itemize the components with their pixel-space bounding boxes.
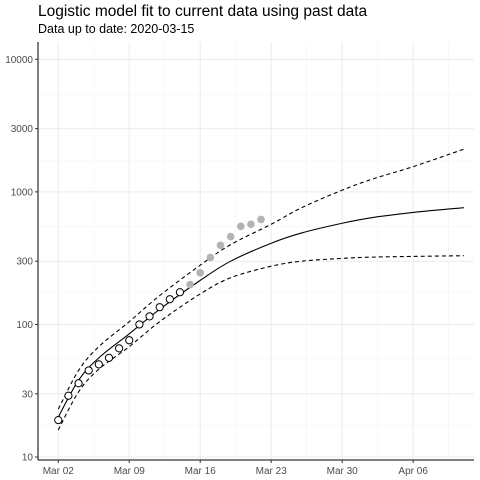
future-point [206,253,215,262]
y-axis-ticks: 10 30 100 300 1000 3000 10000 [5,55,38,464]
chart-title: Logistic model fit to current data using… [38,3,368,20]
y-tick-label: 30 [22,389,34,400]
x-tick-label: Apr 06 [398,466,428,477]
observed-point [74,379,83,388]
observed-point [165,295,174,304]
future-point [236,222,245,231]
future-point [257,215,265,224]
y-tick-label: 100 [16,320,33,331]
future-point [196,269,205,277]
observed-point [125,336,134,345]
x-tick-label: Mar 16 [185,466,217,477]
x-tick-label: Mar 02 [43,466,75,477]
future-point [186,280,194,289]
y-tick-label: 1000 [11,187,34,198]
observed-point [145,312,154,321]
fit-line [57,207,464,418]
future-point [247,220,255,229]
y-tick-label: 10000 [5,55,33,66]
observed-point [155,303,164,312]
y-tick-label: 10 [22,453,34,464]
x-axis-ticks: Mar 02 Mar 09 Mar 16 Mar 23 Mar 30 Apr 06 [43,460,428,477]
y-tick-label: 300 [16,257,33,268]
series-layer [57,148,465,431]
future-point [216,241,225,250]
x-tick-label: Mar 30 [327,466,359,477]
observed-point [115,344,124,353]
observed-point [84,366,93,375]
observed-point [135,320,144,329]
plot-panel [38,42,474,460]
bound-line [57,148,465,410]
future-point [226,232,235,241]
observed-point [104,353,114,362]
bound-line [57,255,464,431]
x-tick-label: Mar 09 [114,466,146,477]
major-grid [38,42,474,460]
observed-point [94,360,103,369]
x-tick-label: Mar 23 [256,466,288,477]
points-layer [54,215,265,425]
observed-point [54,415,63,425]
observed-point [175,288,185,297]
observed-point [64,391,73,400]
chart-subtitle: Data up to date: 2020-03-15 [38,22,195,36]
y-tick-label: 3000 [11,124,34,135]
